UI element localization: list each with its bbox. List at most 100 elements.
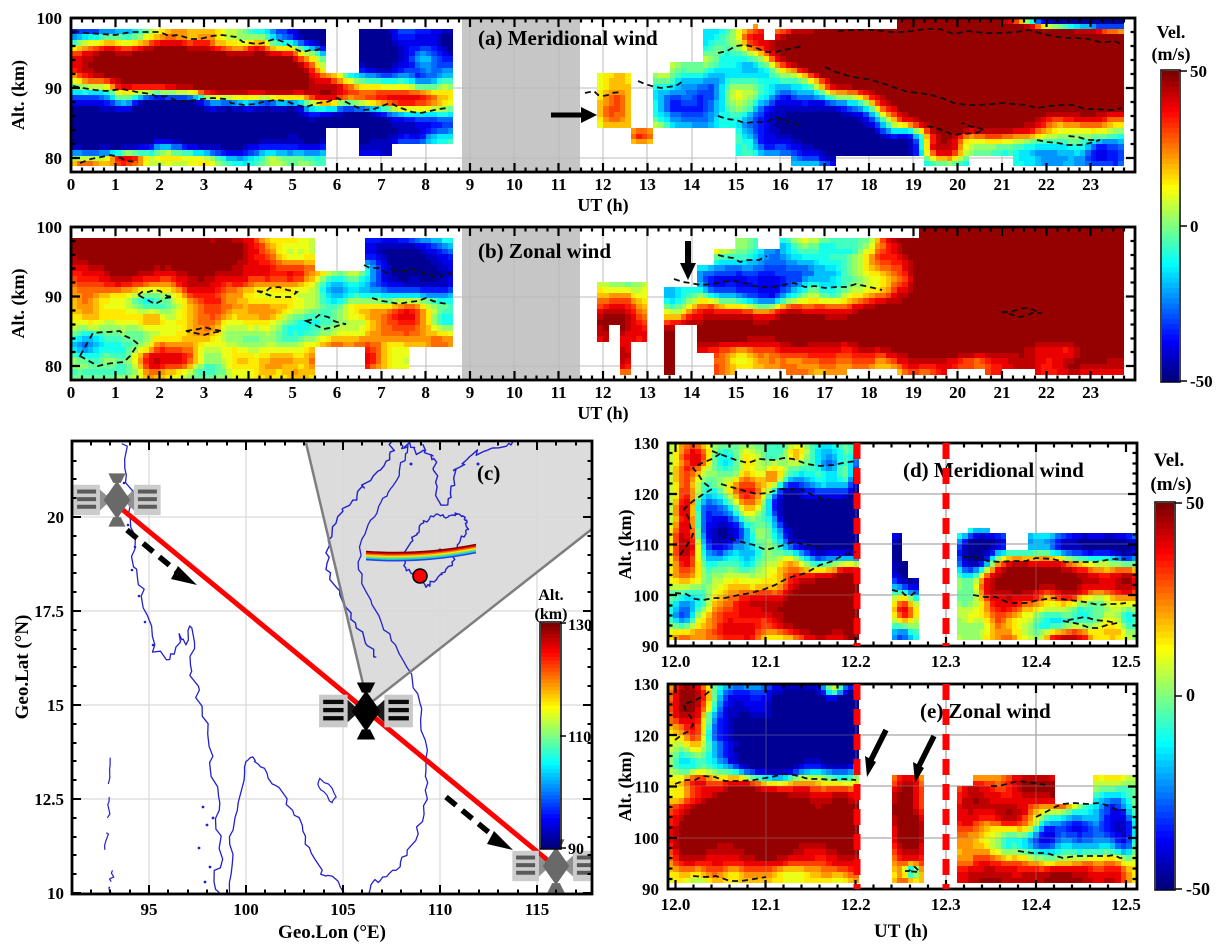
svg-text:Vel.: Vel. — [1157, 22, 1186, 42]
svg-text:1: 1 — [111, 175, 120, 194]
svg-text:5: 5 — [288, 175, 297, 194]
svg-text:20: 20 — [949, 383, 966, 402]
svg-text:12.3: 12.3 — [931, 652, 961, 671]
svg-text:7: 7 — [377, 175, 386, 194]
svg-text:13: 13 — [639, 175, 656, 194]
svg-text:14: 14 — [683, 383, 701, 402]
svg-text:Alt. (km): Alt. (km) — [8, 269, 29, 339]
svg-text:130: 130 — [568, 617, 592, 634]
svg-text:80: 80 — [45, 149, 62, 168]
svg-text:3: 3 — [200, 175, 209, 194]
svg-text:105: 105 — [330, 900, 356, 919]
svg-text:13: 13 — [639, 383, 656, 402]
svg-text:Geo.Lat (°N): Geo.Lat (°N) — [12, 615, 33, 720]
svg-text:12.4: 12.4 — [1021, 895, 1051, 914]
svg-text:10: 10 — [506, 175, 523, 194]
svg-text:(km): (km) — [535, 606, 568, 623]
svg-text:0: 0 — [1186, 685, 1195, 705]
svg-text:120: 120 — [634, 485, 660, 504]
svg-text:11: 11 — [551, 383, 567, 402]
svg-text:15: 15 — [728, 175, 745, 194]
svg-text:12.3: 12.3 — [931, 895, 961, 914]
svg-text:12.0: 12.0 — [661, 652, 691, 671]
svg-text:12.0: 12.0 — [661, 895, 691, 914]
svg-text:2: 2 — [155, 175, 164, 194]
svg-text:Vel.: Vel. — [1154, 450, 1184, 471]
svg-text:UT (h): UT (h) — [577, 195, 628, 216]
svg-text:Alt. (km): Alt. (km) — [615, 752, 636, 822]
svg-text:19: 19 — [905, 175, 922, 194]
svg-text:90: 90 — [45, 79, 62, 98]
svg-text:(a) Meridional wind: (a) Meridional wind — [478, 26, 658, 50]
svg-text:130: 130 — [634, 675, 660, 694]
svg-text:22: 22 — [1038, 383, 1055, 402]
svg-text:16: 16 — [772, 175, 789, 194]
svg-text:10: 10 — [47, 884, 64, 903]
svg-text:4: 4 — [244, 175, 253, 194]
svg-text:23: 23 — [1082, 383, 1099, 402]
svg-text:12.2: 12.2 — [841, 895, 871, 914]
svg-text:80: 80 — [45, 357, 62, 376]
svg-text:17: 17 — [816, 175, 834, 194]
svg-text:0: 0 — [67, 175, 76, 194]
svg-text:110: 110 — [634, 536, 659, 555]
svg-text:100: 100 — [37, 9, 63, 28]
svg-text:12.1: 12.1 — [751, 895, 781, 914]
svg-text:50: 50 — [1186, 493, 1204, 513]
svg-text:(m/s): (m/s) — [1150, 474, 1191, 495]
svg-text:5: 5 — [288, 383, 297, 402]
svg-text:11: 11 — [551, 175, 567, 194]
svg-text:110: 110 — [634, 778, 659, 797]
svg-text:15: 15 — [47, 696, 64, 715]
svg-text:17.5: 17.5 — [34, 602, 64, 621]
svg-text:12: 12 — [595, 383, 612, 402]
svg-text:16: 16 — [772, 383, 789, 402]
svg-text:1: 1 — [111, 383, 120, 402]
svg-text:12.2: 12.2 — [841, 652, 871, 671]
svg-text:90: 90 — [642, 880, 659, 899]
svg-text:9: 9 — [466, 175, 475, 194]
svg-text:10: 10 — [506, 383, 523, 402]
svg-text:3: 3 — [200, 383, 209, 402]
svg-text:Geo.Lon (°E): Geo.Lon (°E) — [278, 922, 386, 943]
svg-text:20: 20 — [47, 508, 64, 527]
svg-text:2: 2 — [155, 383, 164, 402]
svg-text:95: 95 — [141, 900, 158, 919]
svg-text:14: 14 — [683, 175, 701, 194]
svg-text:6: 6 — [333, 175, 342, 194]
svg-text:100: 100 — [634, 829, 660, 848]
svg-text:12.5: 12.5 — [1111, 895, 1141, 914]
svg-text:(d) Meridional wind: (d) Meridional wind — [903, 458, 1084, 482]
svg-text:UT (h): UT (h) — [577, 403, 628, 424]
svg-text:23: 23 — [1082, 175, 1099, 194]
svg-text:UT (h): UT (h) — [874, 921, 928, 942]
svg-text:19: 19 — [905, 383, 922, 402]
svg-text:12.1: 12.1 — [751, 652, 781, 671]
svg-text:21: 21 — [994, 175, 1011, 194]
svg-text:(b) Zonal wind: (b) Zonal wind — [478, 239, 611, 263]
svg-text:100: 100 — [233, 900, 259, 919]
svg-text:Alt. (km): Alt. (km) — [8, 60, 29, 130]
svg-text:-50: -50 — [1186, 879, 1210, 899]
svg-text:115: 115 — [525, 900, 550, 919]
svg-text:4: 4 — [244, 383, 253, 402]
svg-text:9: 9 — [466, 383, 475, 402]
svg-text:90: 90 — [568, 841, 584, 858]
svg-text:20: 20 — [949, 175, 966, 194]
svg-text:12.4: 12.4 — [1021, 652, 1051, 671]
svg-text:(c): (c) — [477, 461, 500, 485]
svg-text:130: 130 — [634, 434, 660, 453]
svg-text:110: 110 — [568, 729, 591, 746]
svg-text:Alt.: Alt. — [538, 587, 563, 604]
svg-text:12: 12 — [595, 175, 612, 194]
svg-text:6: 6 — [333, 383, 342, 402]
svg-text:8: 8 — [421, 383, 430, 402]
svg-text:100: 100 — [37, 218, 63, 237]
svg-text:17: 17 — [816, 383, 834, 402]
svg-text:(e) Zonal wind: (e) Zonal wind — [920, 699, 1051, 723]
svg-text:15: 15 — [728, 383, 745, 402]
svg-text:12.5: 12.5 — [1111, 652, 1141, 671]
svg-text:120: 120 — [634, 726, 660, 745]
svg-text:(m/s): (m/s) — [1152, 44, 1191, 65]
svg-text:7: 7 — [377, 383, 386, 402]
